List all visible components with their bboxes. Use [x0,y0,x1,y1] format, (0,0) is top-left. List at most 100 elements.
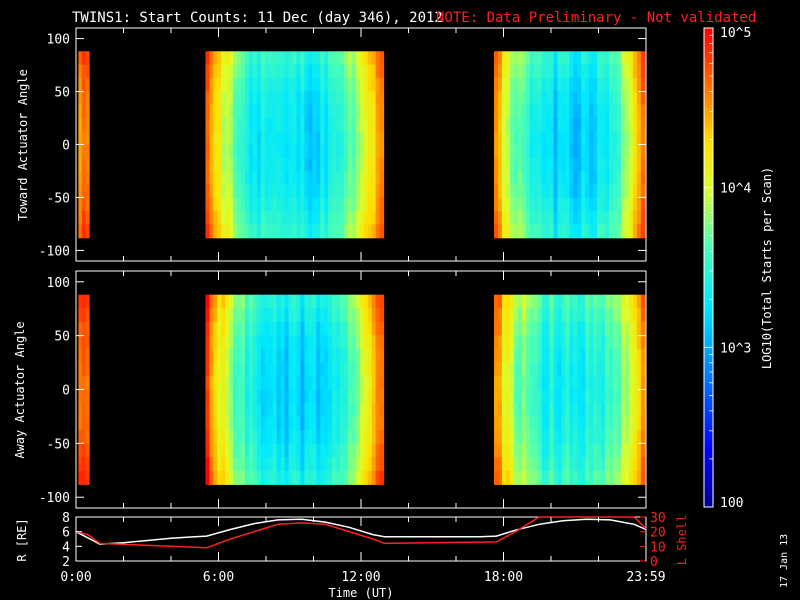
heatmap-cell [601,443,606,458]
heatmap-cell [312,403,317,418]
heatmap-cell [78,308,83,323]
heatmap-cell [521,77,527,92]
heatmap-cell [324,321,329,336]
heatmap-cell [573,348,578,364]
heatmap-cell [225,470,230,485]
heatmap-cell [569,294,574,309]
heatmap-cell [296,104,302,119]
heatmap-cell [81,51,87,66]
heatmap-cell [585,457,590,472]
heatmap-cell [205,470,210,485]
heatmap-cell [569,117,574,132]
heatmap-cell [624,77,630,92]
heatmap-cell [517,131,523,146]
heatmap-cell [379,64,385,79]
heatmap-cell [343,457,349,472]
heatmap-cell [541,389,547,404]
heatmap-cell [304,470,309,485]
heatmap-cell [229,64,234,79]
heatmap-cell [517,104,523,119]
heatmap-cell [81,224,87,239]
heatmap-cell [312,375,317,391]
heatmap-cell [509,144,515,159]
heatmap-cell [632,457,638,472]
heatmap-cell [379,211,385,225]
heatmap-cell [233,416,238,431]
heatmap-cell [621,77,626,92]
heatmap-cell [569,416,574,431]
heatmap-cell [367,335,373,350]
heatmap-cell [545,171,551,186]
heatmap-cell [494,308,499,323]
heatmap-cell [343,51,349,66]
heatmap-cell [640,389,646,404]
heatmap-cell [565,104,571,119]
heatmap-cell [256,91,262,106]
heatmap-cell [585,51,590,66]
heatmap-cell [225,416,230,431]
heatmap-cell [248,171,254,186]
heatmap-cell [320,457,325,472]
heatmap-cell [541,430,547,445]
heatmap-cell [233,430,238,445]
heatmap-cell [589,224,594,239]
heatmap-cell [577,144,582,159]
heatmap-cell [300,348,305,364]
heatmap-cell [81,104,87,119]
heatmap-cell [569,91,574,106]
heatmap-cell [264,470,270,485]
heatmap-cell [513,104,519,119]
heatmap-cell [573,131,578,146]
heatmap-cell [505,348,511,364]
heatmap-cell [537,321,543,336]
heatmap-cell [557,211,563,225]
heatmap-cell [640,157,646,172]
heatmap-cell [569,308,574,323]
heatmap-cell [324,64,329,79]
heatmap-cell [597,91,602,106]
heatmap-cell [213,104,218,119]
heatmap-cell [371,470,377,485]
heatmap-cell [85,443,90,458]
heatmap-cell [533,197,539,212]
heatmap-cell [375,157,381,172]
heatmap-cell [613,457,618,472]
heatmap-cell [316,443,321,458]
heatmap-cell [256,51,262,66]
heatmap-cell [494,51,499,66]
heatmap-cell [284,362,290,377]
heatmap-cell [609,416,614,431]
heatmap-cell [320,144,325,159]
heatmap-cell [276,389,282,404]
heatmap-cell [276,457,282,472]
heatmap-cell [609,157,614,172]
heatmap-cell [340,362,345,377]
heatmap-cell [268,131,274,146]
y-tick-label: 100 [47,33,70,48]
heatmap-cell [379,389,385,404]
heatmap-cell [221,77,226,92]
heatmap-cell [78,430,83,445]
heatmap-cell [260,416,266,431]
heatmap-cell [233,443,238,458]
heatmap-cell [233,294,238,309]
heatmap-cell [549,294,555,309]
heatmap-cell [589,335,594,350]
heatmap-cell [521,430,527,445]
heatmap-cell [233,77,238,92]
heatmap-cell [359,348,365,364]
heatmap-cell [347,64,353,79]
orbit-lines [75,516,647,549]
heatmap-cell [509,184,515,199]
heatmap-cell [280,403,286,418]
heatmap-cell [497,321,503,336]
heatmap-cell [233,335,238,350]
heatmap-cell [640,64,646,79]
heatmap-cell [340,470,345,485]
heatmap-cell [640,211,646,225]
heatmap-cell [640,403,646,418]
heatmap-cell [553,51,559,66]
heatmap-cell [229,348,234,364]
heatmap-cell [494,294,499,309]
